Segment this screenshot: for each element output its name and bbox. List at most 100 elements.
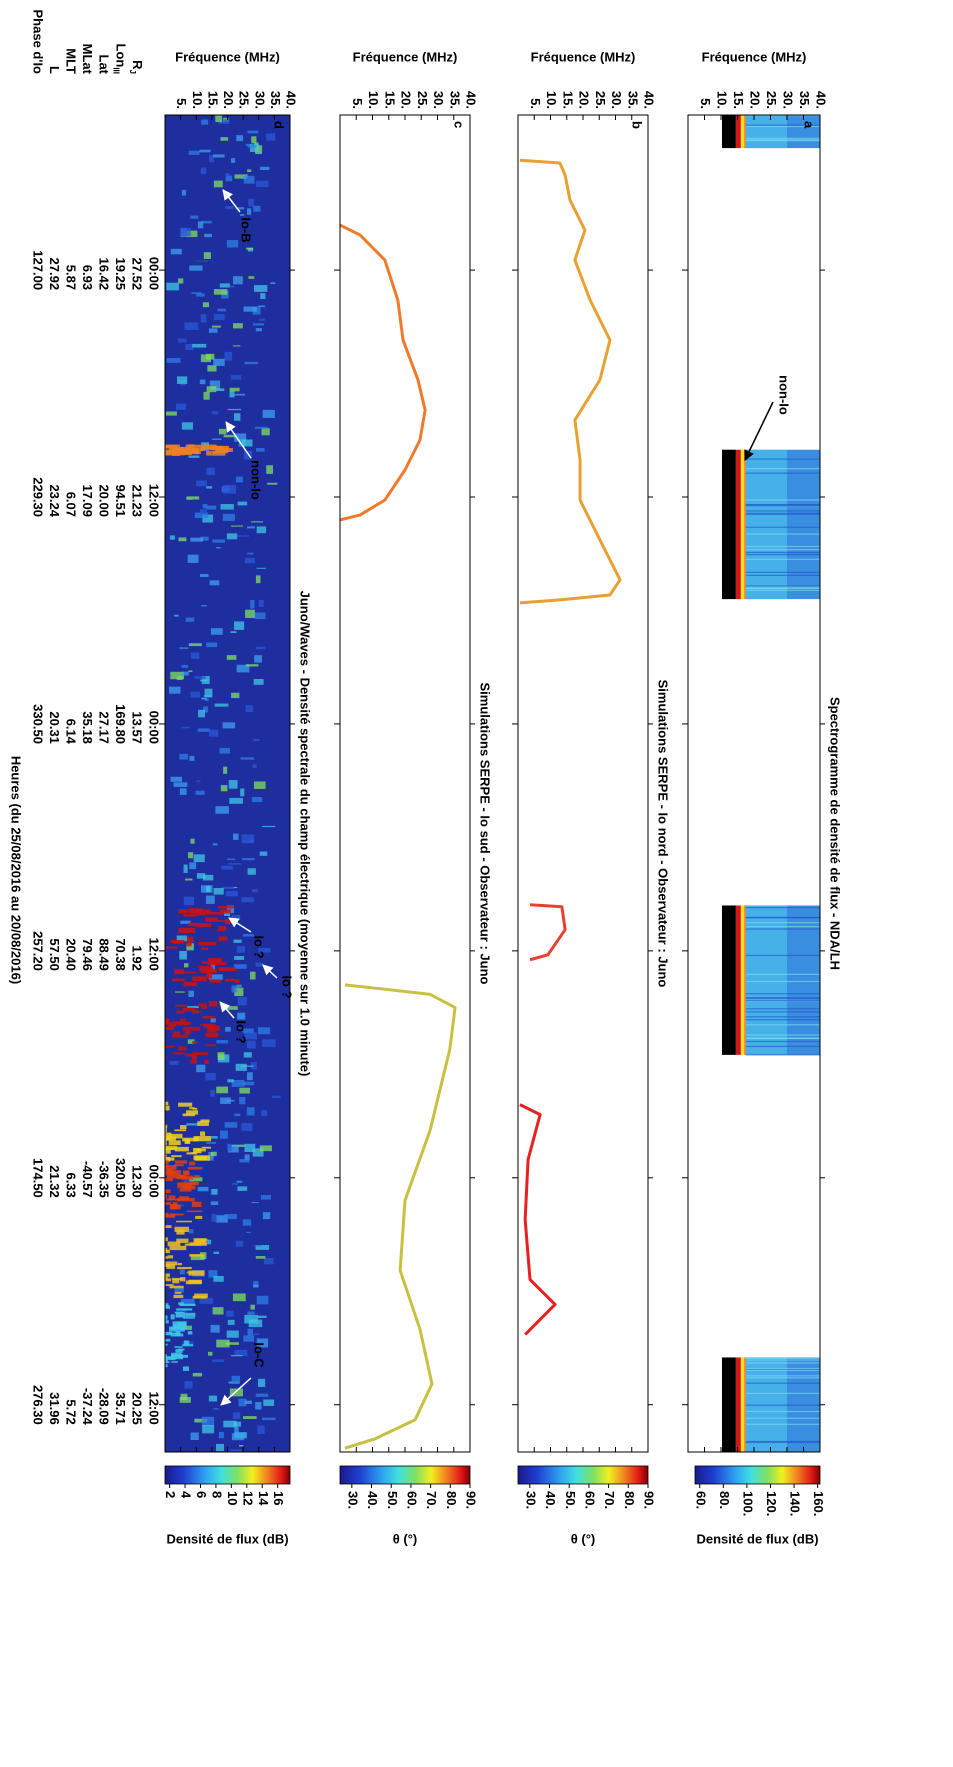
spectrogram-texture: [183, 982, 197, 987]
spectrogram-texture: [218, 428, 227, 435]
spectrogram-texture: [231, 1079, 245, 1087]
spectrogram-texture: [218, 926, 227, 932]
spectrogram-texture: [222, 513, 235, 521]
spectrogram-texture: [221, 886, 235, 890]
spectrogram-texture: [209, 580, 220, 586]
spectrogram-texture: [175, 1349, 183, 1353]
spectrogram-texture: [195, 260, 208, 262]
spectrogram-texture: [745, 124, 820, 126]
spectrogram-texture: [214, 920, 231, 922]
simulation-curve: [519, 158, 622, 605]
spectrogram-texture: [192, 1107, 198, 1110]
spectrogram-texture: [179, 1269, 185, 1275]
spectrogram-texture: [745, 545, 820, 548]
spectrogram-texture: [745, 1417, 820, 1419]
spectrogram-texture: [224, 1122, 238, 1128]
spectrogram-texture: [195, 1155, 210, 1161]
panel-frame: [687, 114, 821, 1453]
spectrogram-texture: [180, 1018, 186, 1023]
spectrogram-texture: [253, 205, 261, 212]
spectrogram-texture: [165, 1026, 175, 1031]
spectrogram-texture: [178, 278, 184, 284]
spectrogram-texture: [256, 1338, 269, 1348]
spectrogram-texture: [192, 1040, 198, 1045]
ephemeris-value: 6.07: [64, 492, 79, 517]
spectrogram-texture: [223, 766, 228, 774]
spectrogram-texture: [241, 897, 254, 903]
spectrogram-texture: [229, 1449, 243, 1452]
spectrogram-texture: [186, 1123, 200, 1126]
spectrogram-texture: [165, 1132, 172, 1138]
spectrogram-texture: [252, 764, 257, 768]
spectrogram-texture: [246, 1107, 255, 1116]
spectrogram-texture: [174, 1291, 182, 1294]
colorbar-tick-label: 40.: [543, 1491, 558, 1509]
spectrogram-texture: [194, 1010, 203, 1013]
spectrogram-texture: [174, 614, 179, 617]
spectrogram-texture: [190, 652, 200, 659]
spectrogram-block: [745, 115, 787, 149]
panel-title: Simulations SERPE - Io sud - Observateur…: [478, 683, 493, 985]
spectrogram-texture: [258, 318, 265, 321]
spectrogram-texture: [210, 1089, 215, 1097]
spectrogram-texture: [745, 499, 820, 501]
spectrogram-texture: [241, 858, 255, 861]
spectrogram-texture: [266, 465, 273, 474]
spectrogram-texture: [204, 233, 212, 238]
colorbar-tick-label: 70.: [602, 1491, 617, 1509]
panel-layer: [519, 158, 622, 1336]
spectrogram-texture: [217, 905, 234, 909]
spectrogram-texture: [745, 973, 820, 975]
spectrogram-texture: [237, 535, 249, 537]
spectrogram-texture: [187, 554, 199, 563]
panel-label: d: [272, 121, 287, 129]
spectrogram-texture: [165, 1225, 172, 1229]
spectrogram-texture: [176, 1010, 185, 1014]
spectrogram-texture: [233, 833, 239, 840]
spectrogram-texture: [234, 621, 245, 630]
spectrogram-texture: [180, 227, 191, 237]
spectrogram-texture: [745, 1019, 820, 1021]
spectrogram-texture: [220, 1097, 231, 1104]
spectrogram-texture: [165, 1331, 173, 1336]
row-label-main: R: [130, 60, 145, 70]
spectrogram-texture: [745, 1440, 820, 1443]
spectrogram-texture: [258, 599, 264, 607]
spectrogram-texture: [272, 1095, 281, 1099]
spectrogram-texture: [262, 409, 275, 418]
ephemeris-value: 6.33: [64, 1172, 79, 1197]
spectrogram-texture: [745, 533, 820, 535]
spectrogram-texture: [209, 979, 222, 983]
spectrogram-texture: [218, 1431, 224, 1439]
spectrogram-texture: [211, 411, 219, 415]
spectrogram-texture: [182, 1185, 196, 1190]
spectrogram-texture: [226, 655, 237, 660]
spectrogram-texture: [247, 1328, 254, 1336]
colorbar: [339, 1465, 471, 1485]
spectrogram-texture: [232, 276, 243, 285]
spectrogram-texture: [745, 1011, 820, 1013]
colorbar-tick-label: 120.: [764, 1491, 779, 1516]
spectrogram-texture: [745, 922, 820, 924]
spectrogram-texture: [165, 1018, 170, 1024]
colorbar-label: θ (°): [393, 1531, 418, 1546]
ephemeris-value: 276.30: [31, 1385, 46, 1425]
spectrogram-texture: [256, 526, 267, 534]
spectrogram-texture: [206, 972, 213, 979]
spectrogram-texture: [256, 1295, 269, 1305]
spectrogram-texture: [213, 1408, 219, 1410]
spectrogram-texture: [220, 137, 229, 141]
annotation: non-Io: [249, 460, 264, 500]
spectrogram-texture: [254, 655, 262, 663]
simulation-curve: [344, 983, 457, 1450]
spectrogram-texture: [172, 1213, 184, 1216]
spectrogram-texture: [166, 411, 177, 416]
y-tick-label: 20.: [221, 91, 236, 109]
spectrogram-texture: [165, 1045, 175, 1048]
spectrogram-texture: [238, 1444, 244, 1447]
spectrogram-texture: [247, 868, 256, 875]
spectrogram-texture: [745, 1404, 820, 1406]
spectrogram-texture: [223, 484, 236, 494]
spectrogram-texture: [182, 1026, 201, 1031]
spectrogram-texture: [208, 974, 223, 980]
